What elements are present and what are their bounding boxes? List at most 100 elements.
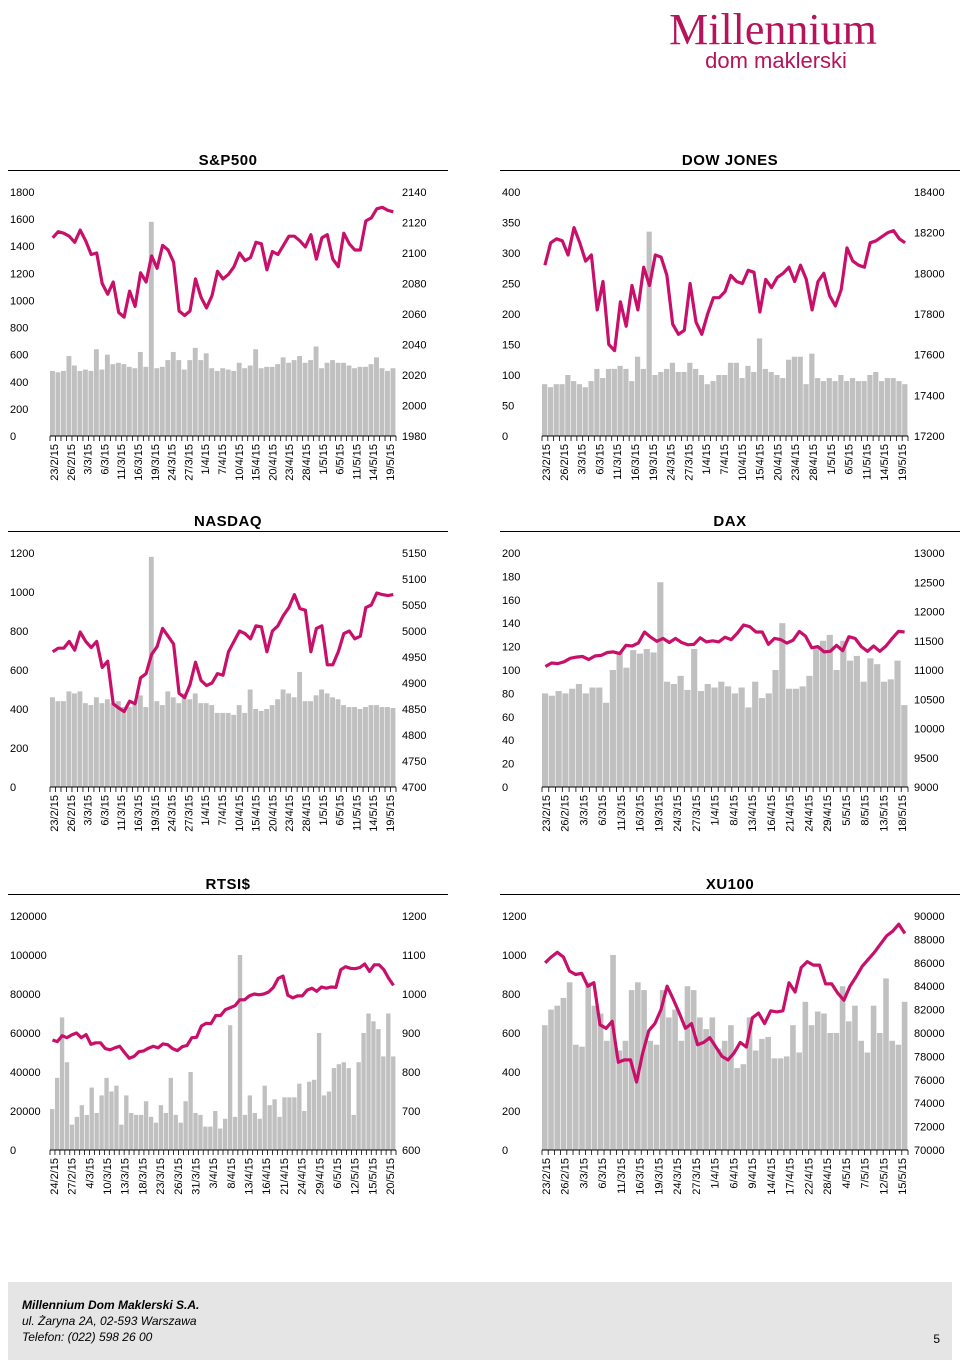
dax-panel: DAX 0 20 40 60 80 100 120 140 160 180 200 9000 9500 1… [500, 513, 960, 853]
y-right-tick: 4900 [402, 678, 426, 690]
volume-bar [765, 1036, 771, 1150]
y-left-tick: 140 [502, 618, 520, 630]
volume-bar [209, 368, 215, 436]
volume-bar [560, 997, 567, 1150]
y-right-tick: 11500 [914, 636, 944, 648]
x-tick-label: 7/5/15 [860, 1158, 872, 1189]
x-tick-label: 26/2/15 [559, 444, 571, 481]
volume-bar [71, 365, 77, 436]
volume-bar [302, 362, 308, 436]
volume-bar [148, 1116, 154, 1150]
volume-bar [664, 368, 670, 436]
volume-bar [751, 371, 757, 436]
volume-bar [768, 371, 774, 436]
x-tick-label: 16/3/15 [133, 795, 145, 832]
x-tick-label: 20/5/15 [385, 1158, 397, 1195]
y-left-tick: 200 [10, 743, 28, 755]
x-tick-label: 19/3/15 [150, 444, 162, 481]
x-tick-label: 23/2/15 [49, 795, 61, 832]
y-left-tick: 180 [502, 571, 520, 583]
volume-bar [330, 360, 335, 436]
volume-bar [297, 356, 303, 436]
volume-bar [121, 364, 127, 436]
y-right-tick: 9500 [914, 753, 938, 765]
y-left-tick: 400 [10, 704, 28, 716]
volume-bar [745, 707, 752, 787]
volume-bar [280, 357, 286, 436]
volume-bar [390, 368, 396, 436]
y-right-tick: 2000 [402, 401, 426, 413]
volume-bar [813, 646, 820, 787]
volume-bar [232, 1116, 238, 1150]
volume-bar [687, 362, 693, 436]
x-tick-label: 31/3/15 [190, 1158, 202, 1195]
volume-bar [617, 365, 623, 436]
volume-bar [159, 705, 165, 787]
volume-bar [390, 708, 396, 787]
volume-bar [69, 1124, 75, 1150]
nasdaq-chart: 0 200 400 600 800 1000 1200 4700 4750 4800 4850 490… [10, 548, 426, 832]
volume-bar [684, 986, 691, 1150]
volume-bar [716, 375, 722, 436]
x-tick-label: 28/4/15 [301, 444, 313, 481]
volume-bar [752, 681, 759, 787]
volume-bar [138, 1114, 144, 1150]
y-left-tick: 800 [502, 989, 520, 1001]
volume-bar [66, 356, 72, 436]
volume-bar [709, 1017, 716, 1150]
x-tick-label: 7/4/15 [719, 444, 731, 475]
volume-bar [890, 378, 896, 436]
volume-bar [324, 693, 330, 787]
volume-bar [307, 1081, 312, 1150]
volume-bar [797, 356, 803, 436]
y-left-tick: 600 [502, 1028, 520, 1040]
volume-bar [176, 703, 182, 787]
x-tick-label: 3/3/15 [83, 795, 95, 826]
x-tick-label: 19/5/15 [897, 444, 909, 481]
volume-bar [121, 707, 127, 787]
x-tick-label: 6/5/15 [844, 444, 856, 475]
y-right-tick: 2060 [402, 309, 426, 321]
volume-bar [901, 705, 908, 787]
volume-bar [569, 688, 576, 787]
volume-bar [901, 1001, 908, 1150]
x-tick-label: 10/4/15 [737, 444, 749, 481]
volume-bar [722, 375, 728, 436]
volume-bar [181, 693, 187, 787]
y-left-tick: 0 [10, 431, 16, 443]
x-tick-label: 24/2/15 [49, 1158, 61, 1195]
volume-bar [588, 381, 594, 436]
x-tick-label: 11/3/15 [116, 444, 128, 480]
volume-bar [704, 684, 711, 787]
volume-bar [264, 709, 270, 787]
volume-bar [148, 556, 154, 787]
chart-title: XU100 [705, 876, 755, 893]
y-right-tick: 18200 [914, 228, 945, 240]
volume-bar [681, 371, 687, 436]
volume-bar [721, 1040, 728, 1150]
x-tick-label: 7/4/15 [217, 444, 229, 475]
x-tick-label: 18/5/15 [897, 795, 909, 832]
volume-bar [849, 378, 856, 436]
volume-bar [821, 1013, 827, 1150]
volume-bar [88, 370, 94, 436]
volume-bar [641, 990, 647, 1150]
volume-bar [143, 366, 149, 436]
volume-bar [59, 1017, 65, 1150]
volume-bar [368, 364, 374, 436]
volume-bar [99, 369, 105, 436]
volume-bar [282, 1097, 287, 1150]
volume-bar [845, 1021, 852, 1150]
x-tick-label: 6/3/15 [594, 444, 606, 475]
volume-bar [379, 707, 385, 787]
chart-title: DAX [713, 513, 747, 530]
x-tick-label: 6/3/15 [99, 795, 111, 826]
volume-bar [697, 691, 705, 787]
y-right-tick: 12000 [914, 607, 945, 619]
volume-bar [809, 353, 815, 436]
y-left-tick: 160 [502, 595, 520, 607]
volume-bar [623, 368, 629, 436]
volume-bar [771, 1058, 778, 1150]
y-right-tick: 2040 [402, 340, 426, 352]
volume-bar [664, 681, 671, 787]
